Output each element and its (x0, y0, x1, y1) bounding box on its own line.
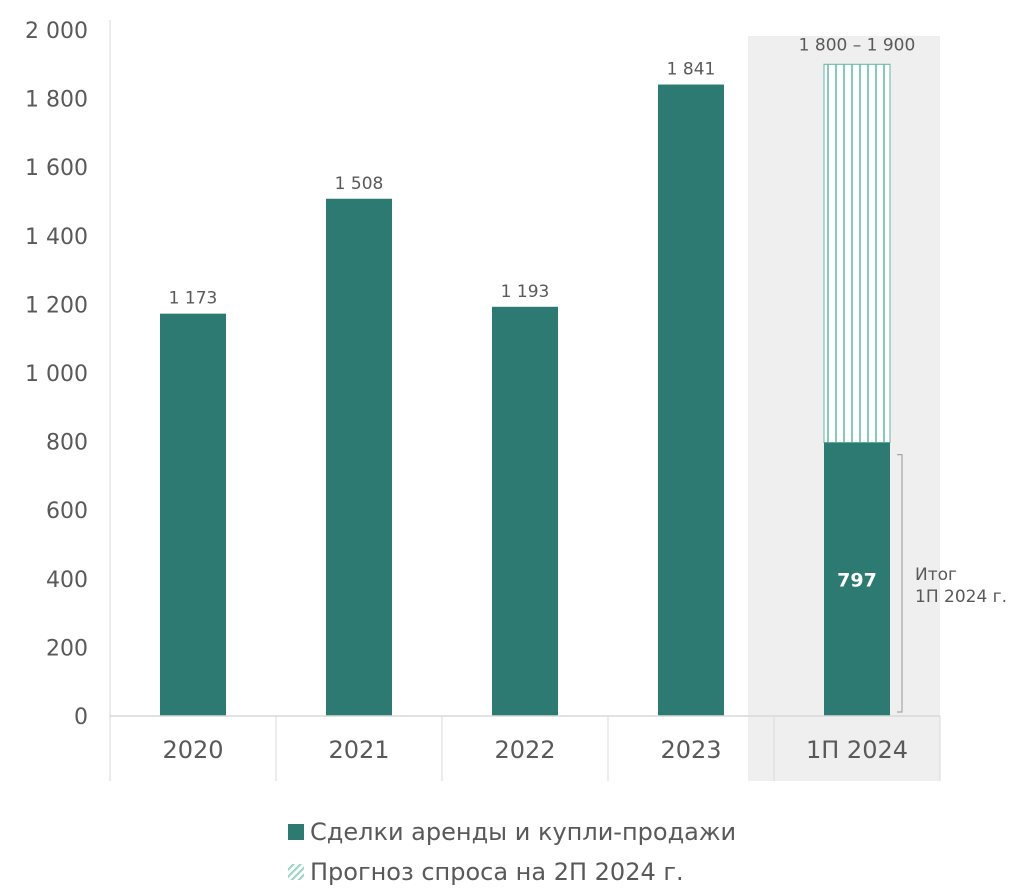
bar (658, 84, 724, 717)
x-category-label: 2021 (328, 736, 389, 764)
x-category-label: 2023 (660, 736, 721, 764)
data-label: 1 193 (501, 282, 550, 302)
data-label: 1 841 (667, 60, 716, 80)
y-tick-label: 800 (46, 431, 88, 456)
forecast-bar (823, 63, 891, 444)
y-tick-label: 1 200 (25, 293, 88, 318)
forecast-label: 1 800 – 1 900 (799, 35, 916, 55)
x-category-label: 2020 (162, 736, 223, 764)
legend-item-deals: Сделки аренды и купли-продажи (288, 818, 736, 846)
y-tick-label: 1 400 (25, 225, 88, 250)
bar (492, 306, 558, 716)
y-tick-label: 0 (74, 705, 88, 730)
data-label: 1 508 (335, 174, 384, 194)
annotation-text: Итог (915, 565, 957, 585)
bar (326, 198, 392, 717)
bar (824, 442, 890, 716)
legend-swatch-hatched (288, 864, 304, 880)
annotation-text: 1П 2024 г. (915, 587, 1007, 607)
legend-swatch-solid (288, 824, 304, 840)
y-tick-label: 400 (46, 568, 88, 593)
x-category-label: 1П 2024 (806, 736, 908, 764)
y-tick-label: 600 (46, 499, 88, 524)
data-label: 1 173 (169, 289, 218, 309)
y-tick-label: 2 000 (25, 19, 88, 44)
y-tick-label: 200 (46, 636, 88, 661)
y-tick-label: 1 800 (25, 88, 88, 113)
x-category-label: 2022 (494, 736, 555, 764)
legend-label: Сделки аренды и купли-продажи (310, 818, 737, 846)
bar (160, 313, 226, 716)
legend-label: Прогноз спроса на 2П 2024 г. (310, 858, 684, 886)
bracket-line (897, 454, 903, 713)
y-tick-label: 1 000 (25, 362, 88, 387)
bar-chart: 0 200 400 600 800 1 000 1 200 1 400 1 600 1 800 2 … (25, 19, 1007, 781)
legend-item-forecast: Прогноз спроса на 2П 2024 г. (288, 858, 684, 886)
y-tick-label: 1 600 (25, 156, 88, 181)
data-label: 797 (837, 569, 877, 591)
